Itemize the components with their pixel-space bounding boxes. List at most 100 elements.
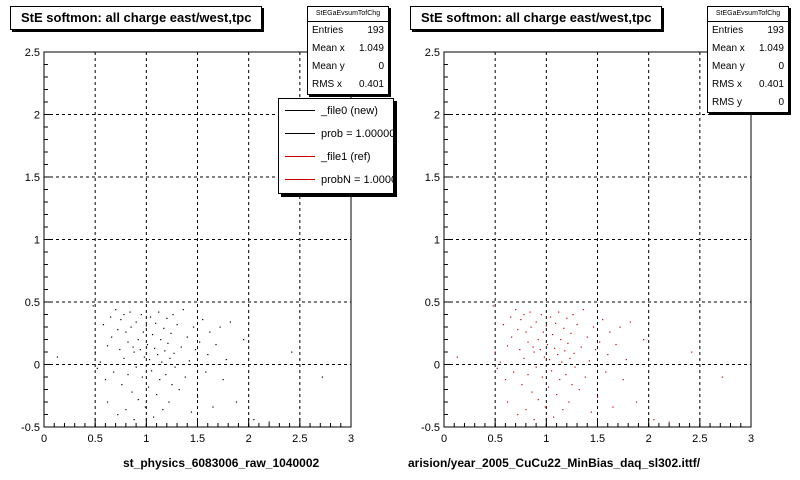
data-point bbox=[144, 406, 147, 408]
y-tick-label: 1.5 bbox=[425, 172, 440, 184]
x-tick-label: 0 bbox=[41, 433, 47, 445]
data-point bbox=[625, 359, 627, 361]
data-point bbox=[653, 419, 655, 421]
data-point bbox=[527, 341, 529, 343]
data-point bbox=[494, 351, 496, 353]
data-point bbox=[597, 396, 599, 398]
data-point bbox=[127, 374, 129, 376]
legend-label: probN = 1.000000 bbox=[321, 173, 393, 186]
data-point bbox=[515, 309, 517, 311]
data-point bbox=[158, 311, 160, 313]
right-stats-row: Mean x 1.049 bbox=[708, 40, 788, 58]
data-point bbox=[174, 366, 176, 368]
data-point bbox=[165, 374, 167, 376]
stats-value: 1.049 bbox=[358, 43, 384, 54]
data-point bbox=[176, 324, 178, 326]
data-point bbox=[574, 366, 576, 368]
data-point bbox=[545, 325, 548, 327]
right-stats-name: StEGaEvsumTofChg bbox=[708, 7, 788, 22]
data-point bbox=[513, 371, 515, 373]
data-point bbox=[164, 350, 166, 352]
data-point bbox=[268, 421, 270, 423]
left-stats-row: Entries 193 bbox=[308, 22, 388, 40]
data-point bbox=[586, 336, 588, 338]
data-point bbox=[527, 374, 529, 376]
x-tick-label: 1 bbox=[543, 433, 549, 445]
data-point bbox=[199, 341, 201, 343]
stats-label: Mean x bbox=[312, 43, 345, 54]
data-point bbox=[544, 406, 547, 408]
legend-line bbox=[285, 156, 315, 157]
x-tick-label: 0 bbox=[441, 433, 447, 445]
data-point bbox=[571, 384, 573, 386]
stats-value: 0 bbox=[778, 61, 784, 72]
data-point bbox=[172, 314, 174, 316]
data-point bbox=[609, 331, 611, 333]
stats-value: 0.401 bbox=[758, 79, 784, 90]
stats-label: Entries bbox=[312, 25, 344, 36]
data-point bbox=[123, 314, 125, 316]
data-point bbox=[142, 331, 144, 333]
data-point bbox=[567, 342, 569, 344]
data-point bbox=[557, 354, 559, 356]
data-point bbox=[160, 339, 162, 341]
stats-value: 0 bbox=[778, 97, 784, 108]
left-stats-row: RMS x 0.401 bbox=[308, 76, 388, 94]
stats-label: Mean x bbox=[712, 43, 745, 54]
data-point bbox=[94, 351, 96, 353]
data-point bbox=[548, 359, 551, 361]
data-point bbox=[104, 379, 107, 381]
x-tick-label: 1.5 bbox=[190, 433, 205, 445]
data-point bbox=[523, 314, 525, 316]
data-point bbox=[590, 411, 593, 413]
data-point bbox=[130, 326, 132, 328]
data-point bbox=[615, 344, 617, 346]
right-stats-row: Mean y 0 bbox=[708, 58, 788, 76]
data-point bbox=[161, 361, 163, 363]
data-point bbox=[156, 394, 158, 396]
data-point bbox=[691, 351, 693, 353]
data-point bbox=[135, 366, 137, 368]
stats-value: 0 bbox=[378, 61, 384, 72]
data-point bbox=[546, 344, 549, 346]
data-point bbox=[561, 361, 563, 363]
data-point bbox=[506, 401, 509, 403]
left-stats-box: StEGaEvsumTofChg Entries 193 Mean x 1.049 … bbox=[307, 6, 389, 95]
data-point bbox=[111, 336, 113, 338]
data-point bbox=[162, 409, 164, 411]
data-point bbox=[117, 414, 119, 416]
data-point bbox=[511, 336, 513, 338]
left-stats-row: Mean y 0 bbox=[308, 58, 388, 76]
data-point bbox=[519, 349, 521, 351]
legend-entry: _file0 (new) bbox=[279, 99, 393, 122]
data-point bbox=[537, 339, 539, 341]
data-point bbox=[188, 360, 191, 362]
data-point bbox=[537, 399, 539, 401]
data-point bbox=[190, 411, 193, 413]
data-point bbox=[594, 349, 597, 351]
x-tick-label: 1 bbox=[143, 433, 149, 445]
data-point bbox=[547, 386, 550, 388]
data-point bbox=[565, 374, 567, 376]
y-tick-label: 1 bbox=[434, 235, 440, 247]
data-point bbox=[215, 344, 217, 346]
data-point bbox=[167, 342, 169, 344]
data-point bbox=[533, 351, 535, 353]
data-point bbox=[123, 357, 125, 359]
right-plot: 0 0.5 1 1.5 2 2.5 3-0.500.511.522.5 bbox=[421, 47, 754, 445]
data-point bbox=[140, 314, 142, 316]
data-point bbox=[129, 311, 131, 313]
data-point bbox=[569, 357, 571, 359]
data-point bbox=[502, 324, 505, 326]
data-point bbox=[212, 406, 214, 408]
data-point bbox=[222, 379, 224, 381]
data-point bbox=[166, 317, 168, 319]
y-tick-label: 1.5 bbox=[25, 172, 40, 184]
data-point bbox=[143, 356, 145, 358]
data-point bbox=[542, 331, 544, 333]
data-point bbox=[564, 350, 566, 352]
y-tick-label: 1 bbox=[34, 235, 40, 247]
data-point bbox=[456, 356, 459, 358]
y-tick-label: 0 bbox=[434, 360, 440, 372]
data-point bbox=[635, 401, 638, 403]
